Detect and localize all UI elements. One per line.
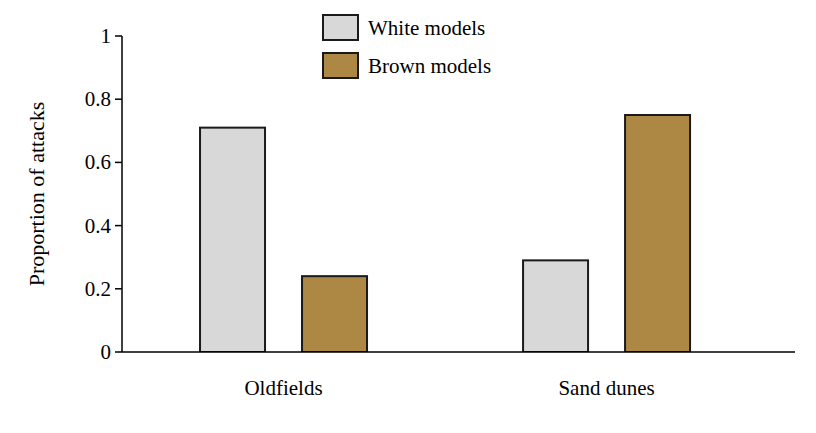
x-axis	[122, 351, 795, 353]
y-tick-label: 1	[101, 24, 112, 48]
y-tick-label: 0.4	[85, 214, 112, 238]
y-tick	[115, 162, 122, 164]
bar	[625, 115, 690, 352]
y-tick-label: 0.8	[85, 87, 111, 111]
legend-label: White models	[368, 16, 485, 40]
bar	[200, 128, 265, 352]
y-axis	[121, 36, 123, 352]
x-tick-label: Oldfields	[244, 376, 322, 400]
y-tick-label: 0.6	[85, 150, 111, 174]
legend-swatch	[323, 15, 358, 40]
legend-label: Brown models	[368, 54, 491, 78]
y-tick	[115, 288, 122, 290]
y-tick-label: 0.2	[85, 277, 111, 301]
y-tick	[115, 225, 122, 227]
y-tick	[115, 35, 122, 37]
y-tick	[115, 98, 122, 100]
bar	[523, 260, 588, 352]
bar	[302, 276, 367, 352]
chart: 0 0.2 0.4 0.6 0.8 1 Oldfields Sand dunes Proport…	[0, 0, 816, 433]
y-tick-label: 0	[101, 340, 112, 364]
bars	[200, 115, 690, 352]
legend-swatch	[323, 53, 358, 78]
x-tick-label: Sand dunes	[558, 376, 654, 400]
y-tick	[115, 351, 122, 353]
y-axis-label: Proportion of attacks	[24, 102, 49, 287]
